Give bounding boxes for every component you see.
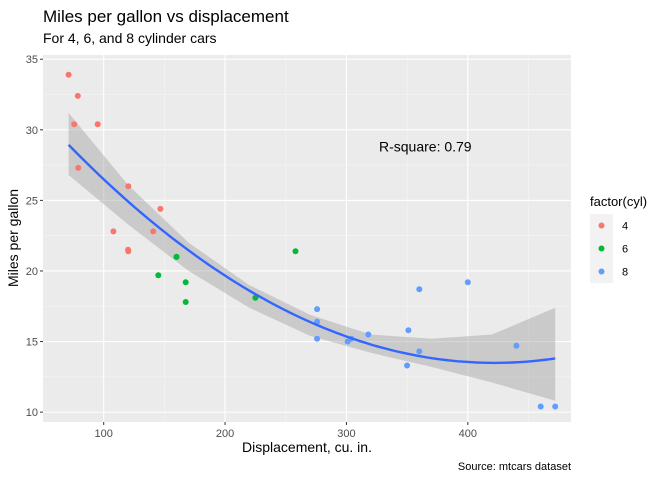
y-tick-label: 20 (26, 266, 38, 278)
smooth-layer (67, 143, 556, 365)
data-point-cyl-4 (75, 164, 82, 171)
data-point-cyl-8 (464, 279, 471, 286)
data-point-cyl-8 (552, 403, 559, 410)
data-point-cyl-6 (155, 272, 162, 279)
plot-panel (43, 55, 571, 422)
data-point-cyl-4 (157, 205, 164, 212)
grid-major (43, 55, 571, 422)
legend-items: 4 6 8 (590, 214, 628, 283)
y-tick-label: 35 (26, 54, 38, 66)
data-point-cyl-4 (125, 248, 132, 255)
data-point-cyl-8 (416, 348, 423, 355)
data-point-cyl-6 (182, 299, 189, 305)
chart-caption: Source: mtcars dataset (458, 461, 571, 473)
confidence-band (68, 112, 556, 401)
x-axis-ticks: 100 200 300 400 (95, 422, 477, 440)
y-tick-label: 10 (26, 407, 38, 419)
x-tick-label: 100 (95, 428, 113, 440)
y-tick-label: 15 (26, 337, 38, 349)
legend-key-cyl-6 (598, 245, 605, 252)
grid-minor (43, 55, 571, 422)
data-point-cyl-8 (314, 306, 321, 313)
annotation-r-square: R-square: 0.79 (379, 139, 472, 155)
points-layer (65, 71, 559, 410)
chart-subtitle: For 4, 6, and 8 cylinder cars (43, 30, 217, 46)
chart-title: Miles per gallon vs displacement (43, 7, 289, 26)
data-point-cyl-4 (110, 228, 117, 235)
data-point-cyl-6 (173, 253, 180, 260)
y-tick-label: 30 (26, 125, 38, 137)
x-axis-title: Displacement, cu. in. (242, 439, 372, 455)
data-point-cyl-8 (404, 362, 411, 369)
legend-key-cyl-4 (598, 222, 605, 229)
legend: factor(cyl) 4 6 8 (590, 194, 647, 283)
data-point-cyl-8 (416, 286, 423, 293)
legend-key-cyl-8 (598, 268, 605, 275)
data-point-cyl-4 (65, 71, 72, 78)
legend-label-cyl-8: 8 (622, 267, 628, 279)
x-tick-label: 200 (216, 428, 234, 440)
data-point-cyl-4 (74, 92, 81, 99)
y-tick-label: 25 (26, 195, 38, 207)
confidence-band-layer (68, 112, 556, 401)
smooth-line (67, 143, 556, 365)
data-point-cyl-8 (537, 403, 544, 410)
data-point-cyl-8 (314, 335, 321, 342)
y-axis-ticks: 10 15 20 25 30 35 (26, 54, 43, 419)
y-axis-title: Miles per gallon (5, 189, 21, 287)
data-point-cyl-6 (182, 279, 189, 286)
x-tick-label: 300 (337, 428, 355, 440)
legend-label-cyl-4: 4 (622, 221, 628, 233)
legend-title: factor(cyl) (590, 194, 647, 209)
data-point-cyl-4 (94, 121, 101, 128)
data-point-cyl-6 (292, 248, 299, 255)
legend-label-cyl-6: 6 (622, 244, 628, 256)
data-point-cyl-8 (365, 331, 372, 338)
data-point-cyl-8 (513, 342, 520, 349)
data-point-cyl-4 (71, 121, 78, 128)
data-point-cyl-8 (405, 327, 412, 334)
data-point-cyl-4 (125, 183, 132, 190)
x-tick-label: 400 (459, 428, 477, 440)
data-point-cyl-4 (150, 228, 157, 235)
